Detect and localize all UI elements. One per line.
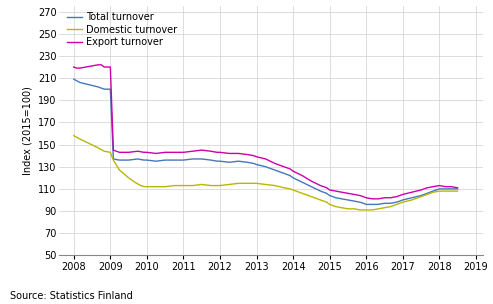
Legend: Total turnover, Domestic turnover, Export turnover: Total turnover, Domestic turnover, Expor… [64, 9, 181, 51]
Line: Domestic turnover: Domestic turnover [74, 136, 458, 210]
Total turnover [397, 199, 403, 203]
Export turnover [98, 63, 104, 67]
Export turnover [302, 176, 308, 179]
Line: Total turnover: Total turnover [74, 79, 458, 204]
Line: Export turnover: Export turnover [74, 65, 458, 199]
Total turnover [455, 187, 460, 191]
Total turnover [366, 202, 372, 206]
Y-axis label: Index (2015=100): Index (2015=100) [22, 86, 32, 175]
Total turnover [315, 188, 320, 192]
Export turnover [455, 186, 460, 190]
Export turnover [317, 184, 323, 187]
Domestic turnover [293, 189, 299, 193]
Total turnover [293, 178, 299, 181]
Domestic turnover [299, 192, 305, 195]
Export turnover [372, 197, 378, 201]
Domestic turnover [357, 208, 363, 212]
Domestic turnover [397, 202, 403, 205]
Export turnover [89, 64, 95, 68]
Domestic turnover [71, 134, 77, 137]
Export turnover [433, 184, 439, 188]
Export turnover [400, 193, 406, 196]
Export turnover [71, 65, 77, 69]
Total turnover [89, 84, 95, 87]
Domestic turnover [315, 197, 320, 201]
Total turnover [430, 189, 436, 193]
Total turnover [299, 180, 305, 184]
Domestic turnover [89, 143, 95, 147]
Text: Source: Statistics Finland: Source: Statistics Finland [10, 291, 133, 301]
Domestic turnover [455, 189, 460, 193]
Total turnover [71, 78, 77, 81]
Export turnover [296, 172, 302, 176]
Domestic turnover [430, 190, 436, 194]
